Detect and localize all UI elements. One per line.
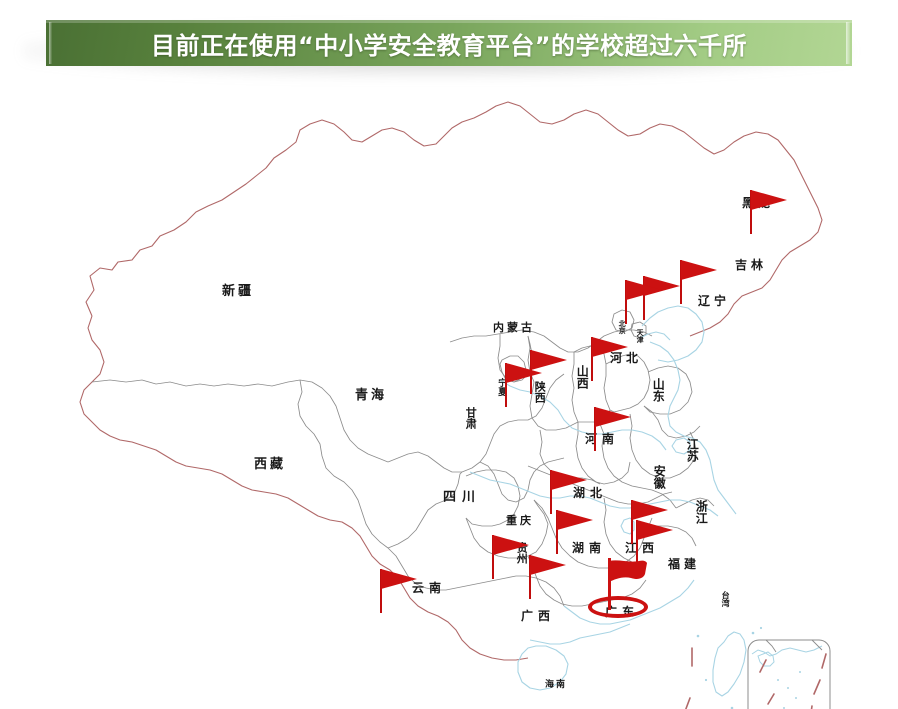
china-map-outline [79, 101, 831, 709]
banner-gloss [46, 20, 852, 23]
national-border [79, 101, 823, 661]
banner-body: 目前正在使用“中小学安全教育平台”的学校超过六千所 [46, 20, 852, 66]
title-banner: 目前正在使用“中小学安全教育平台”的学校超过六千所 [22, 20, 852, 78]
coastline-and-rivers [469, 305, 763, 709]
nine-dash-line [759, 653, 827, 709]
banner-left-edge [49, 22, 52, 64]
banner-right-edge [846, 22, 850, 64]
china-map: 新疆 西藏 青海 甘肃 内蒙古 宁夏 陕西 山西 河北 北京 天津 山东 辽宁 … [0, 80, 898, 709]
province-borders [91, 309, 715, 607]
south-china-sea-inset [747, 639, 831, 709]
page-title: 目前正在使用“中小学安全教育平台”的学校超过六千所 [150, 31, 748, 60]
nine-dash-line-outer [685, 647, 693, 709]
